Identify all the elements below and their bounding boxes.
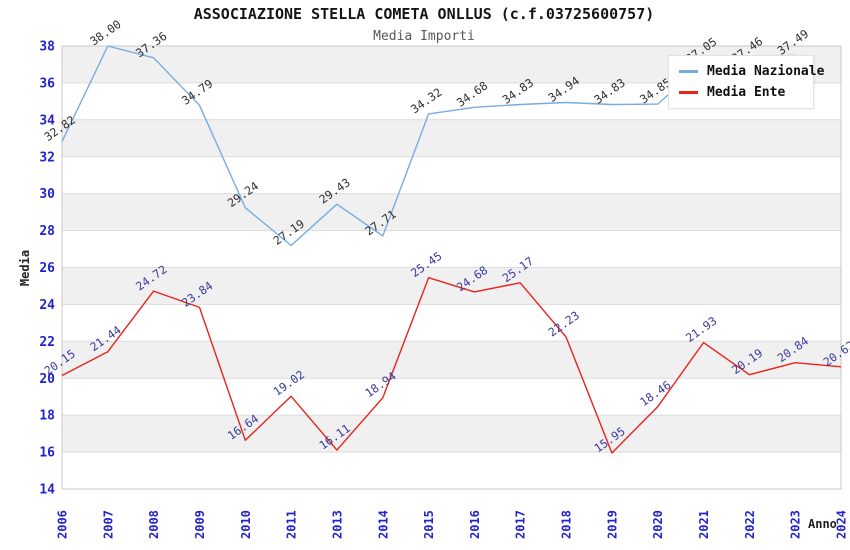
- svg-text:14: 14: [39, 483, 55, 498]
- svg-text:34: 34: [39, 113, 55, 128]
- legend-label-media-nazionale: Media Nazionale: [707, 64, 825, 79]
- svg-text:2014: 2014: [376, 510, 390, 539]
- svg-text:2008: 2008: [147, 510, 161, 539]
- svg-text:24: 24: [39, 298, 55, 313]
- svg-text:2007: 2007: [101, 510, 115, 539]
- chart-legend: Media Nazionale Media Ente: [668, 55, 824, 109]
- legend-item-media-nazionale: Media Nazionale: [679, 61, 824, 82]
- svg-text:30: 30: [39, 187, 55, 202]
- svg-text:2020: 2020: [651, 510, 665, 539]
- x-axis-title: Anno: [808, 517, 837, 531]
- y-axis-title: Media: [18, 250, 32, 286]
- svg-text:2022: 2022: [743, 510, 757, 539]
- svg-text:38.00: 38.00: [87, 17, 123, 48]
- svg-text:2010: 2010: [239, 510, 253, 539]
- svg-text:32: 32: [39, 150, 55, 165]
- svg-text:2009: 2009: [193, 510, 207, 539]
- svg-text:34.32: 34.32: [408, 85, 444, 116]
- svg-text:2018: 2018: [560, 510, 574, 539]
- svg-text:2013: 2013: [330, 510, 344, 539]
- svg-text:21.93: 21.93: [683, 314, 719, 345]
- legend-swatch-media-ente: [679, 91, 698, 94]
- svg-text:2023: 2023: [789, 510, 803, 539]
- svg-text:2016: 2016: [468, 510, 482, 539]
- svg-text:2006: 2006: [56, 510, 70, 539]
- svg-text:18: 18: [39, 409, 55, 424]
- chart-title: ASSOCIAZIONE STELLA COMETA ONLLUS (c.f.0…: [194, 5, 655, 23]
- svg-text:22: 22: [39, 335, 55, 350]
- legend-item-media-ente: Media Ente: [679, 82, 805, 103]
- svg-text:26: 26: [39, 261, 55, 276]
- svg-text:38: 38: [39, 40, 55, 55]
- svg-text:2024: 2024: [835, 510, 849, 539]
- svg-text:2019: 2019: [605, 510, 619, 539]
- legend-label-media-ente: Media Ente: [707, 85, 786, 100]
- svg-text:18.46: 18.46: [637, 378, 673, 409]
- svg-text:28: 28: [39, 224, 55, 239]
- svg-text:2021: 2021: [697, 510, 711, 539]
- svg-text:2017: 2017: [514, 510, 528, 539]
- svg-text:36: 36: [39, 76, 55, 91]
- svg-text:20: 20: [39, 372, 55, 387]
- legend-swatch-media-nazionale: [679, 70, 698, 73]
- svg-text:2015: 2015: [422, 510, 436, 539]
- chart-subtitle: Media Importi: [373, 29, 475, 44]
- svg-text:2011: 2011: [285, 510, 299, 539]
- svg-text:16: 16: [39, 446, 55, 461]
